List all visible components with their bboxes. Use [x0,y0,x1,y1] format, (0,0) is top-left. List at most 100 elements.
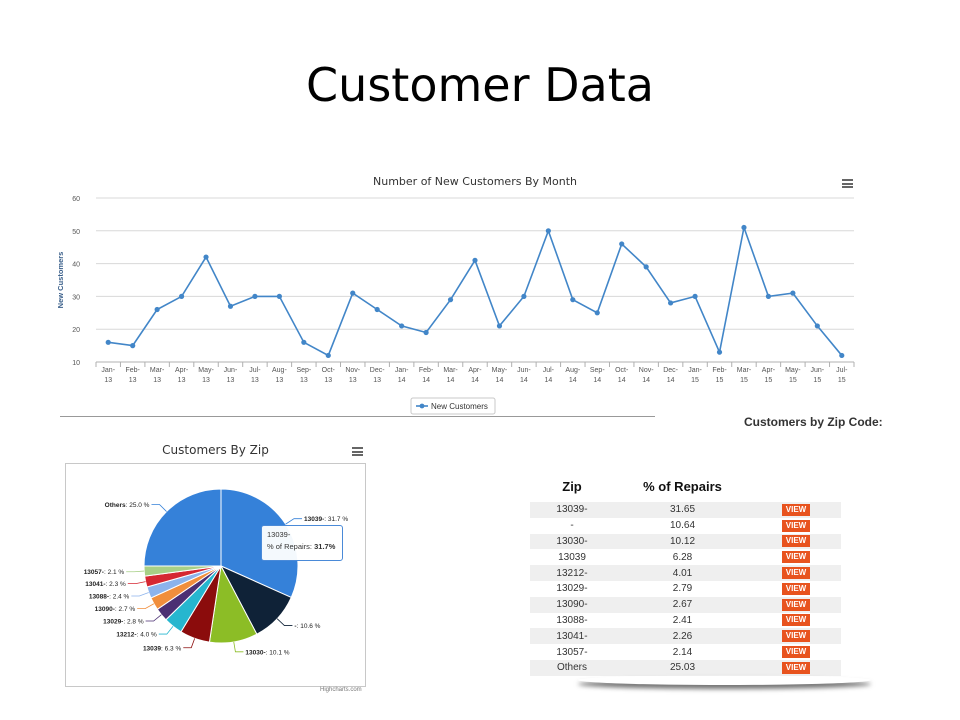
hamburger-menu-icon[interactable] [352,447,363,456]
percent-cell: 2.41 [614,612,751,629]
data-point[interactable] [692,293,698,299]
x-tick-year: 13 [373,377,381,384]
data-point[interactable] [570,297,576,303]
data-point[interactable] [839,352,845,359]
slice-label-separator: : [324,516,328,523]
action-cell: VIEW [751,644,841,660]
slice-label-separator: : [106,581,110,588]
x-tick-label: Sep- 14 [590,367,605,384]
data-point[interactable] [325,352,331,359]
slice-label-separator: : [109,593,113,600]
slice-label-name: 13090- [95,606,115,613]
data-point[interactable] [374,306,380,313]
x-tick-year: 13 [178,377,186,384]
table-header-row: Zip % of Repairs [530,470,841,502]
pie-slice[interactable] [143,488,222,567]
x-tick-label: Nov- 14 [639,367,654,384]
data-point[interactable] [276,293,282,299]
x-tick-month: Jan- [688,367,702,374]
slice-label-value: 4.0 % [140,632,157,639]
data-point[interactable] [814,323,820,329]
data-point[interactable] [447,297,454,303]
x-tick-month: Apr- [762,367,776,374]
data-point[interactable] [790,290,796,296]
x-tick-label: Dec- 14 [663,367,678,384]
data-point[interactable] [399,323,405,329]
data-point[interactable] [105,339,111,345]
pie-chart-panel [65,463,366,687]
highcharts-credits-link[interactable]: Highcharts.com [320,687,362,693]
table-shadow [578,675,871,685]
view-button[interactable]: VIEW [781,535,811,548]
view-button[interactable]: VIEW [781,598,811,611]
x-tick-label: Apr- 15 [762,367,776,384]
data-point[interactable] [227,303,234,309]
x-tick-month: Dec- [663,367,678,374]
x-tick-label: Jan- 14 [395,367,409,384]
x-tick-month: Feb- [712,367,727,374]
data-point[interactable] [350,290,356,296]
action-cell: VIEW [751,612,841,629]
x-tick-label: May- 14 [492,367,508,384]
zip-cell: 13039- [530,502,614,518]
y-tick-label: 20 [72,327,80,334]
slice-label-value: 31.7 % [328,516,348,523]
view-button[interactable]: VIEW [781,614,811,627]
slice-label-value: 10.1 % [269,649,289,656]
x-tick-year: 13 [153,377,161,384]
x-tick-year: 15 [716,377,724,384]
data-point[interactable] [619,241,625,247]
tooltip-label: % of Repairs: [267,542,315,551]
slice-label-separator: : [266,649,270,656]
data-point[interactable] [496,323,503,329]
view-button[interactable]: VIEW [781,503,811,516]
slice-label-value: 2.4 % [113,593,130,600]
data-point[interactable] [154,306,160,313]
zip-cell: - [530,517,614,534]
data-point[interactable] [668,300,674,306]
x-tick-label: Mar- 14 [443,367,458,384]
tooltip-line-2: % of Repairs: 31.7% [267,541,337,553]
data-point[interactable] [716,349,723,355]
data-point[interactable] [203,254,209,260]
view-button[interactable]: VIEW [781,519,811,532]
percent-cell: 2.79 [614,580,751,597]
zip-cell: 13030- [530,533,614,550]
data-point[interactable] [178,293,185,299]
percent-cell: 6.28 [614,549,751,566]
data-point[interactable] [545,228,551,234]
x-tick-month: Feb- [419,367,434,374]
slice-label-name: 13041- [85,581,105,588]
view-button[interactable]: VIEW [781,567,811,580]
x-tick-month: Aug- [565,367,580,374]
legend[interactable]: New Customers [410,397,496,415]
data-point[interactable] [594,310,600,316]
data-point[interactable] [130,343,136,349]
connector-line [285,518,303,525]
slice-label: 13029-: 2.8 % [103,619,144,626]
data-point[interactable] [472,257,478,263]
x-tick-month: Jan- [101,367,115,374]
legend-box [410,397,496,415]
data-point[interactable] [643,264,649,270]
view-button[interactable]: VIEW [781,646,811,659]
view-button[interactable]: VIEW [781,582,811,595]
data-point[interactable] [423,329,429,336]
slice-label-separator: : [115,606,119,613]
x-tick-label: Sep- 13 [296,367,311,384]
connector-line [127,581,146,585]
view-button[interactable]: VIEW [781,551,811,564]
action-cell: VIEW [751,549,841,566]
data-point[interactable] [521,293,527,299]
data-point[interactable] [252,293,258,299]
zip-cell: Others [530,659,614,676]
view-button[interactable]: VIEW [781,630,811,643]
data-point[interactable] [741,224,747,231]
data-point[interactable] [765,293,772,299]
data-point[interactable] [301,339,307,345]
pie-slice[interactable] [220,488,299,599]
view-button[interactable]: VIEW [781,661,811,674]
hamburger-menu-icon[interactable] [842,179,853,188]
x-tick-label: Dec- 13 [370,367,385,384]
line-chart: Number of New Customers By Month 10 20 30 40… [57,175,855,415]
